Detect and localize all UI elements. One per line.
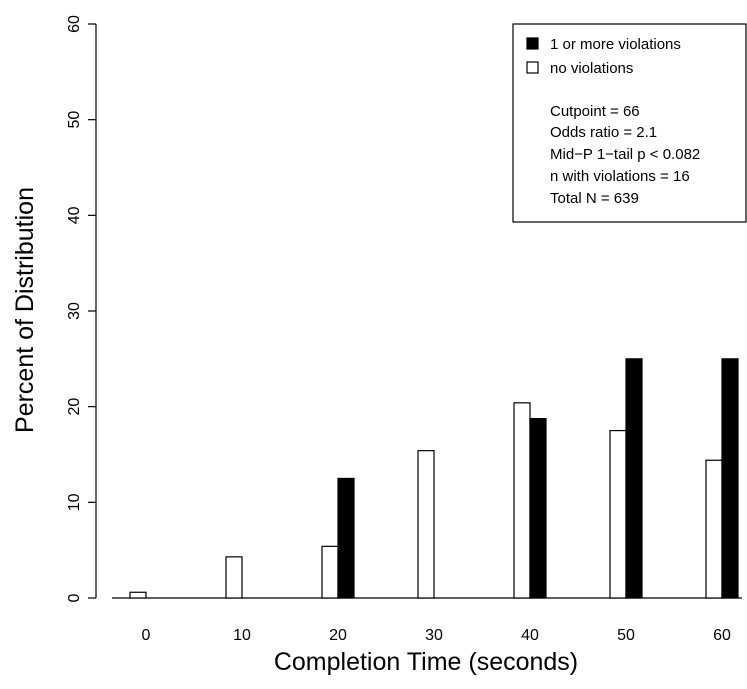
bar-no-violations	[417, 450, 435, 599]
bar-no-violations	[225, 556, 243, 599]
y-tick-label: 0	[66, 593, 83, 602]
legend-label-violations: 1 or more violations	[550, 36, 681, 53]
bars	[129, 358, 739, 599]
bar-violations	[625, 358, 643, 599]
y-tick-label: 50	[66, 111, 83, 129]
bar-violations	[529, 418, 547, 599]
x-tick-label: 0	[142, 627, 151, 644]
legend-swatch-violations	[526, 37, 539, 50]
legend: 1 or more violations no violations Cutpo…	[512, 23, 747, 223]
bar-no-violations	[609, 429, 627, 599]
x-axis-title: Completion Time (seconds)	[274, 648, 578, 676]
x-tick-label: 60	[713, 627, 731, 644]
x-tick-label: 50	[617, 627, 635, 644]
y-tick-label: 40	[66, 206, 83, 224]
y-tick-label: 10	[66, 493, 83, 511]
legend-stat-cutpoint: Cutpoint = 66	[550, 103, 640, 120]
y-tick-label: 60	[66, 15, 83, 33]
bar-violations	[337, 477, 355, 599]
legend-box	[512, 23, 747, 223]
y-axis-title: Percent of Distribution	[11, 187, 39, 433]
bar-no-violations	[129, 591, 147, 599]
bar-no-violations	[513, 402, 531, 599]
legend-stat-n-violations: n with violations = 16	[550, 168, 690, 185]
x-tick-label: 20	[329, 627, 347, 644]
x-tick-label: 30	[425, 627, 443, 644]
y-tick-label: 20	[66, 398, 83, 416]
x-axis: 0102030405060708090110130	[142, 627, 731, 644]
legend-stat-mid-p: Mid−P 1−tail p < 0.082	[550, 146, 700, 163]
bar-no-violations	[321, 545, 339, 599]
legend-stat-odds-ratio: Odds ratio = 2.1	[550, 124, 657, 141]
bar-violations	[721, 358, 739, 599]
legend-swatch-no-violations	[526, 61, 539, 74]
y-tick-label: 30	[66, 302, 83, 320]
bar-no-violations	[705, 459, 723, 599]
legend-stat-total-n: Total N = 639	[550, 190, 639, 207]
y-axis: 0 10 20 30 40 50 60	[66, 15, 97, 602]
x-tick-label: 40	[521, 627, 539, 644]
legend-label-no-violations: no violations	[550, 60, 633, 77]
x-tick-label: 10	[233, 627, 251, 644]
